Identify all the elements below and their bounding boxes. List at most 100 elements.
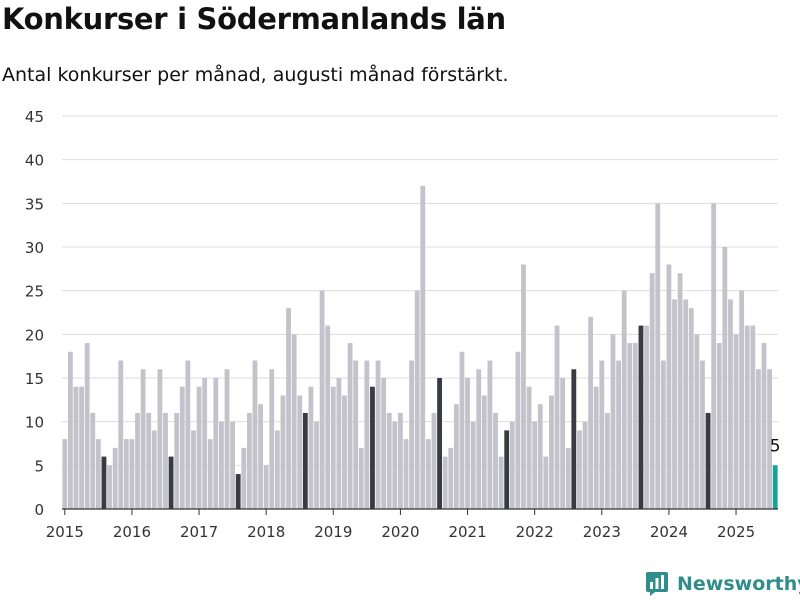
- bar: [381, 378, 387, 509]
- bar: [554, 325, 560, 509]
- bar: [425, 439, 431, 509]
- bar: [163, 412, 168, 509]
- bar: [174, 412, 180, 509]
- bar: [95, 439, 101, 509]
- bar-august: [168, 456, 174, 509]
- bar: [610, 334, 616, 509]
- bar: [213, 378, 219, 509]
- bar: [716, 343, 722, 509]
- bar: [219, 421, 224, 509]
- bar: [375, 360, 381, 509]
- bar: [761, 343, 767, 509]
- bar: [73, 386, 79, 509]
- bar: [358, 447, 364, 509]
- bar: [521, 264, 526, 509]
- bar: [185, 360, 191, 509]
- bar: [733, 334, 739, 509]
- bar: [252, 360, 258, 509]
- bar: [526, 386, 532, 509]
- bar: [537, 404, 543, 509]
- bar: [392, 421, 398, 509]
- bar: [90, 412, 96, 509]
- bar: [649, 273, 655, 509]
- bar: [565, 447, 571, 509]
- bar: [711, 203, 717, 509]
- bar: [207, 439, 213, 509]
- bar: [409, 360, 415, 509]
- y-tick-label: 30: [25, 239, 44, 257]
- bar: [364, 360, 370, 509]
- bar: [386, 412, 392, 509]
- bar: [308, 386, 314, 509]
- bar: [297, 395, 303, 509]
- bar: [465, 378, 470, 509]
- bar-august: [101, 456, 107, 509]
- y-tick-label: 25: [25, 283, 44, 301]
- bar: [481, 395, 487, 509]
- bar: [744, 325, 750, 509]
- brand-name: Newsworthy: [677, 573, 800, 595]
- bar: [157, 369, 163, 509]
- bar: [722, 247, 728, 509]
- bar: [756, 369, 761, 509]
- x-tick-label: 2019: [314, 523, 352, 541]
- x-tick-label: 2021: [448, 523, 486, 541]
- y-tick-label: 40: [25, 152, 44, 170]
- bar: [700, 360, 705, 509]
- bar: [129, 439, 135, 509]
- y-tick-label: 45: [25, 108, 44, 126]
- newsworthy-logo: Newsworthy: [646, 570, 800, 598]
- bar: [179, 386, 185, 509]
- bar: [604, 412, 610, 509]
- bar: [616, 360, 621, 509]
- bar-august: [504, 430, 510, 509]
- bar: [672, 299, 677, 509]
- x-tick-label: 2018: [247, 523, 285, 541]
- bar: [353, 360, 359, 509]
- chart-title: Konkurser i Södermanlands län: [2, 2, 506, 36]
- bar: [107, 465, 112, 509]
- x-tick-label: 2023: [583, 523, 621, 541]
- bar: [84, 343, 90, 509]
- bar: [325, 325, 331, 509]
- y-tick-label: 10: [25, 414, 44, 432]
- bar-latest: [772, 465, 778, 509]
- bar: [621, 290, 627, 509]
- y-tick-label: 0: [34, 501, 44, 519]
- bar: [202, 378, 208, 509]
- bar: [739, 290, 745, 509]
- bar: [79, 386, 84, 509]
- x-tick-label: 2022: [516, 523, 554, 541]
- bar: [420, 185, 426, 509]
- bar: [588, 316, 594, 509]
- bar: [140, 369, 146, 509]
- bar: [599, 360, 605, 509]
- bar: [666, 264, 672, 509]
- x-axis: 2015 2016 2017 2018 2019 2020 2021 2022 2023 2024…: [46, 508, 778, 541]
- bar: [493, 412, 498, 509]
- bar: [509, 421, 515, 509]
- bar: [403, 439, 409, 509]
- bar: [688, 308, 694, 509]
- bar-august: [235, 474, 241, 509]
- bar: [470, 421, 476, 509]
- bar: [330, 386, 336, 509]
- bar: [476, 369, 482, 509]
- bar: [655, 203, 661, 509]
- bar: [196, 386, 202, 509]
- bar: [414, 290, 420, 509]
- bar: [549, 395, 554, 509]
- bar: [498, 456, 504, 509]
- bar: [319, 290, 325, 509]
- bar: [230, 421, 236, 509]
- bar: [750, 325, 756, 509]
- bar: [286, 308, 291, 509]
- bar: [660, 360, 666, 509]
- bar-august: [302, 412, 308, 509]
- bar: [560, 378, 566, 509]
- chart-subtitle: Antal konkurser per månad, augusti månad…: [2, 64, 509, 86]
- bar: [487, 360, 493, 509]
- y-tick-label: 35: [25, 195, 44, 213]
- bar: [347, 343, 353, 509]
